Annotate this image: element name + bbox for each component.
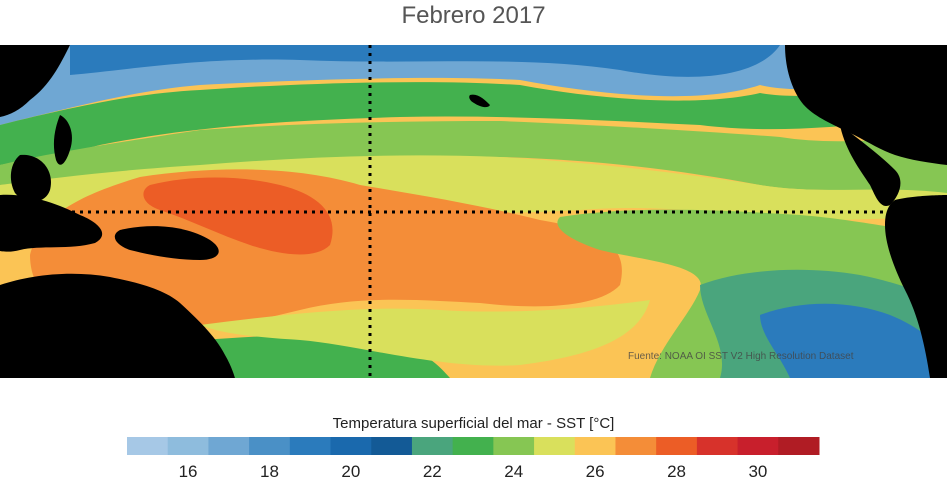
colorbar-swatch [371,437,413,455]
colorbar: 161820222426283032 [127,437,820,481]
colorbar-swatch [778,437,820,455]
colorbar-tick-label: 28 [667,462,686,481]
land-asia [0,45,70,117]
sst-band-north-green [0,82,947,165]
colorbar-swatch [574,437,616,455]
colorbar-label: Temperatura superficial del mar - SST [°… [332,415,615,432]
data-credit: Fuente: NOAA OI SST V2 High Resolution D… [628,351,854,362]
colorbar-tick-label: 26 [586,462,605,481]
colorbar-swatch [656,437,698,455]
land-australia [0,273,235,378]
colorbar-swatch [249,437,291,455]
colorbar-swatch [615,437,657,455]
map-title: Febrero 2017 [401,2,546,29]
sst-map [0,45,947,378]
sst-cold-tongue-blue [760,303,947,378]
colorbar-tick-label: 24 [504,462,523,481]
colorbar-tick-label: 16 [179,462,198,481]
land-borneo [10,154,51,202]
colorbar-swatch [127,437,169,455]
land-hawaii [469,94,490,108]
colorbar-swatch [289,437,332,455]
colorbar-tick-label: 18 [260,462,279,481]
land-indonesia [0,194,103,252]
colorbar-tick-label: 20 [341,462,360,481]
colorbar-tick-label: 30 [748,462,767,481]
sst-south-yellow [200,300,650,366]
colorbar-tick-label: 22 [423,462,442,481]
land-philippines [53,115,72,165]
colorbar-swatch [208,437,250,455]
colorbar-swatch [452,437,494,455]
land-north-america [785,45,947,165]
colorbar-swatch [493,437,535,455]
sst-warm-pool-red [143,177,333,255]
colorbar-swatch [696,437,739,455]
sst-band-north-cold [70,45,780,77]
colorbar-swatch [167,437,209,455]
colorbar-swatch [737,437,779,455]
colorbar-swatch [534,437,576,455]
land-south-america [885,195,947,378]
colorbar-swatch [411,437,454,455]
land-central-america [840,125,901,206]
land-new-guinea [114,226,219,260]
colorbar-swatch [330,437,372,455]
sst-band-north-lightgreen [0,121,947,195]
